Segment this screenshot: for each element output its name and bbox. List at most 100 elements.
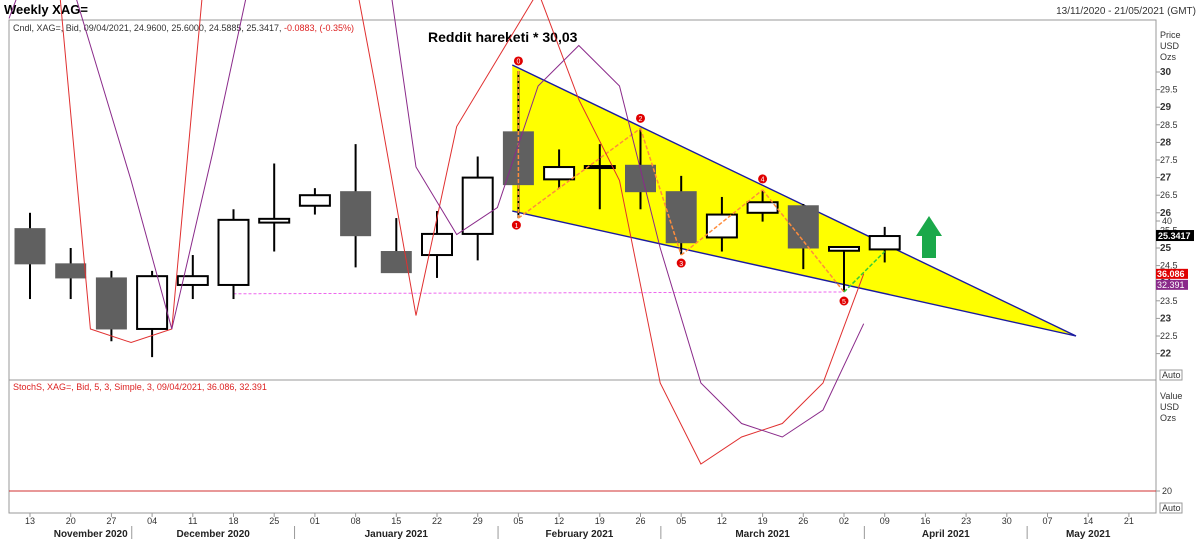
time-tick-label: 14 [1083, 516, 1093, 526]
stoch-tick-label: 40 [1162, 216, 1172, 226]
time-tick-label: 12 [554, 516, 564, 526]
stoch-k-tag [1156, 268, 1188, 279]
last-price-label: 25.3417 [1158, 231, 1191, 241]
price-axis: 2222.52323.52424.52525.52626.52727.52828… [1156, 67, 1178, 360]
lower-trendline [512, 210, 1077, 337]
candlesticks [14, 70, 901, 358]
price-axis-title-2: USD [1160, 41, 1180, 51]
time-tick-label: 23 [961, 516, 971, 526]
price-auto-label: Auto [1162, 370, 1181, 380]
time-tick-label: 20 [66, 516, 76, 526]
time-tick-label: 04 [147, 516, 157, 526]
candle-body [421, 232, 453, 257]
candle-body [95, 277, 127, 330]
falling-wedge [511, 64, 1077, 337]
price-tick-label: 28.5 [1160, 120, 1178, 130]
price-tick-label: 23 [1160, 313, 1172, 324]
time-tick-label: 01 [310, 516, 320, 526]
stoch-auto-label: Auto [1162, 503, 1181, 513]
time-tick-label: 11 [188, 516, 197, 526]
candle-body [258, 217, 291, 224]
wave-segment [517, 127, 641, 219]
annotation-text: Reddit hareketi * 30,03 [428, 29, 578, 45]
price-tick-label: 26 [1160, 208, 1172, 219]
stoch-k-line [59, 0, 865, 465]
stoch-tick-label: 20 [1162, 486, 1172, 496]
up-arrow-icon [916, 216, 942, 258]
candle-body [746, 201, 779, 214]
chart-title: Weekly XAG= [4, 2, 88, 17]
wave-marker [511, 220, 521, 230]
price-tick-label: 26.5 [1160, 190, 1178, 200]
time-tick-label: 12 [717, 516, 727, 526]
wave-segment [680, 189, 764, 256]
time-tick-label: 05 [513, 516, 523, 526]
wave-segment [639, 128, 682, 256]
month-label: May 2021 [1066, 529, 1111, 540]
stoch-axis-title-2: USD [1160, 402, 1180, 412]
price-tick-label: 29 [1160, 102, 1172, 113]
candle-body [868, 235, 901, 251]
projection-segment [843, 250, 886, 293]
wave-marker-label: 4 [761, 177, 765, 184]
candle-body [543, 166, 576, 181]
upper-trendline [511, 64, 1077, 337]
price-auto-button[interactable] [1159, 369, 1183, 381]
support-dashed-line [233, 291, 845, 295]
stoch-k-label: 36.086 [1157, 269, 1185, 279]
time-tick-label: 25 [269, 516, 279, 526]
time-tick-label: 22 [432, 516, 442, 526]
time-tick-label: 21 [1124, 516, 1134, 526]
price-axis-title-3: Ozs [1160, 52, 1177, 62]
price-tick-label: 25 [1160, 243, 1172, 254]
time-tick-label: 19 [758, 516, 768, 526]
stoch-axis-title-3: Ozs [1160, 413, 1177, 423]
candle-body [828, 246, 860, 252]
stoch-legend: StochS, XAG=, Bid, 5, 3, Simple, 3, 09/0… [13, 382, 267, 392]
time-tick-label: 09 [880, 516, 890, 526]
time-tick-label: 19 [595, 516, 605, 526]
candle-body [298, 194, 331, 207]
stoch-d-tag [1156, 279, 1188, 290]
time-tick-label: 15 [391, 516, 401, 526]
wave-marker-label: 2 [639, 116, 643, 123]
elliott-wave-path: 0 1 2 3 4 5 [511, 56, 886, 306]
price-tick-label: 27 [1160, 173, 1172, 184]
wave-marker-label: 1 [514, 223, 518, 230]
candle-body [176, 275, 209, 286]
wave-marker [839, 296, 849, 306]
month-label: January 2021 [365, 529, 429, 540]
candle-body [217, 218, 250, 286]
time-tick-label: 29 [473, 516, 483, 526]
wave-marker-label: 0 [516, 59, 520, 66]
month-label: November 2020 [54, 529, 128, 540]
price-tick-label: 23.5 [1160, 296, 1178, 306]
price-tick-label: 22 [1160, 349, 1172, 360]
wave-marker-label: 5 [842, 299, 846, 306]
time-tick-label: 13 [25, 516, 35, 526]
price-tick-label: 27.5 [1160, 155, 1178, 165]
time-tick-label: 26 [635, 516, 645, 526]
time-tick-label: 02 [839, 516, 849, 526]
stoch-auto-button[interactable] [1159, 502, 1183, 514]
wave-segment [762, 189, 845, 293]
price-tick-label: 22.5 [1160, 331, 1178, 341]
time-tick-label: 26 [798, 516, 808, 526]
price-tick-label: 28 [1160, 137, 1172, 148]
wave-marker-label: 3 [679, 261, 683, 268]
candle-body [55, 263, 87, 279]
time-tick-label: 05 [676, 516, 686, 526]
month-label: April 2021 [922, 529, 970, 540]
price-axis-title-1: Price [1160, 30, 1181, 40]
wave-marker [676, 258, 686, 268]
support-line [233, 291, 845, 295]
wave-marker [758, 174, 768, 184]
time-tick-label: 30 [1002, 516, 1012, 526]
time-tick-label: 16 [920, 516, 930, 526]
candle-body [136, 275, 169, 330]
wave-marker [513, 56, 523, 66]
candle-body [340, 191, 372, 237]
price-tick-label: 24.5 [1160, 261, 1178, 271]
candle-body [705, 213, 738, 239]
